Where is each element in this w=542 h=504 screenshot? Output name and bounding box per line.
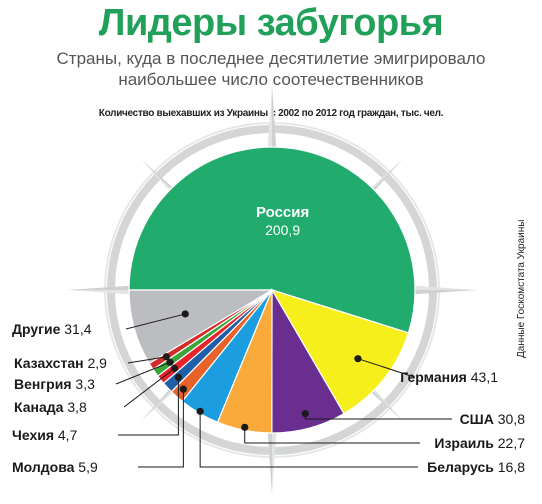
slice-label-4: Беларусь 16,8 (427, 459, 525, 475)
leader-dot-8 (166, 358, 174, 366)
slice-label-1: Германия 43,1 (400, 369, 498, 385)
pie-slices (128, 146, 416, 434)
slice-value-russia: 200,9 (265, 222, 300, 238)
leader-line-4 (199, 411, 418, 468)
leader-dot-4 (196, 407, 204, 415)
slice-label-5: Молдова 5,9 (12, 459, 98, 475)
leader-dot-10 (181, 310, 189, 318)
leader-dot-3 (241, 423, 249, 431)
pie-slice-1 (128, 146, 416, 334)
leader-line-10 (125, 313, 186, 330)
slice-label-6: Чехия 4,7 (12, 427, 78, 443)
slice-label-9: Казахстан 2,9 (14, 355, 107, 371)
leader-line-9 (127, 356, 167, 364)
slice-label-10: Другие 31,4 (12, 321, 92, 337)
slice-label-8: Венгрия 3,3 (14, 376, 95, 392)
pie-slice-11 (128, 289, 275, 365)
leader-dot-7 (171, 364, 179, 372)
leader-dot-1 (354, 355, 362, 363)
leader-dot-9 (162, 353, 170, 361)
leader-line-3 (244, 427, 420, 444)
chart-title: Лидеры забугорья (98, 2, 444, 44)
leader-dot-5 (179, 385, 187, 393)
slice-label-3: Израиль 22,7 (434, 435, 525, 451)
leader-line-8 (115, 361, 171, 385)
slice-label-2: США 30,8 (460, 411, 526, 427)
leader-line-7 (123, 367, 175, 408)
leader-line-1 (357, 358, 415, 378)
pie-slice-2 (270, 288, 410, 415)
slice-label-russia: Россия (256, 204, 309, 221)
slice-label-7: Канада 3,8 (14, 399, 87, 415)
leader-dot-6 (174, 373, 182, 381)
leader-line-5 (138, 389, 184, 468)
leader-dot-2 (301, 410, 309, 418)
chart-subtitle: Страны, куда в последнее десятилетие эми… (56, 49, 486, 89)
leader-line-6 (118, 377, 179, 436)
